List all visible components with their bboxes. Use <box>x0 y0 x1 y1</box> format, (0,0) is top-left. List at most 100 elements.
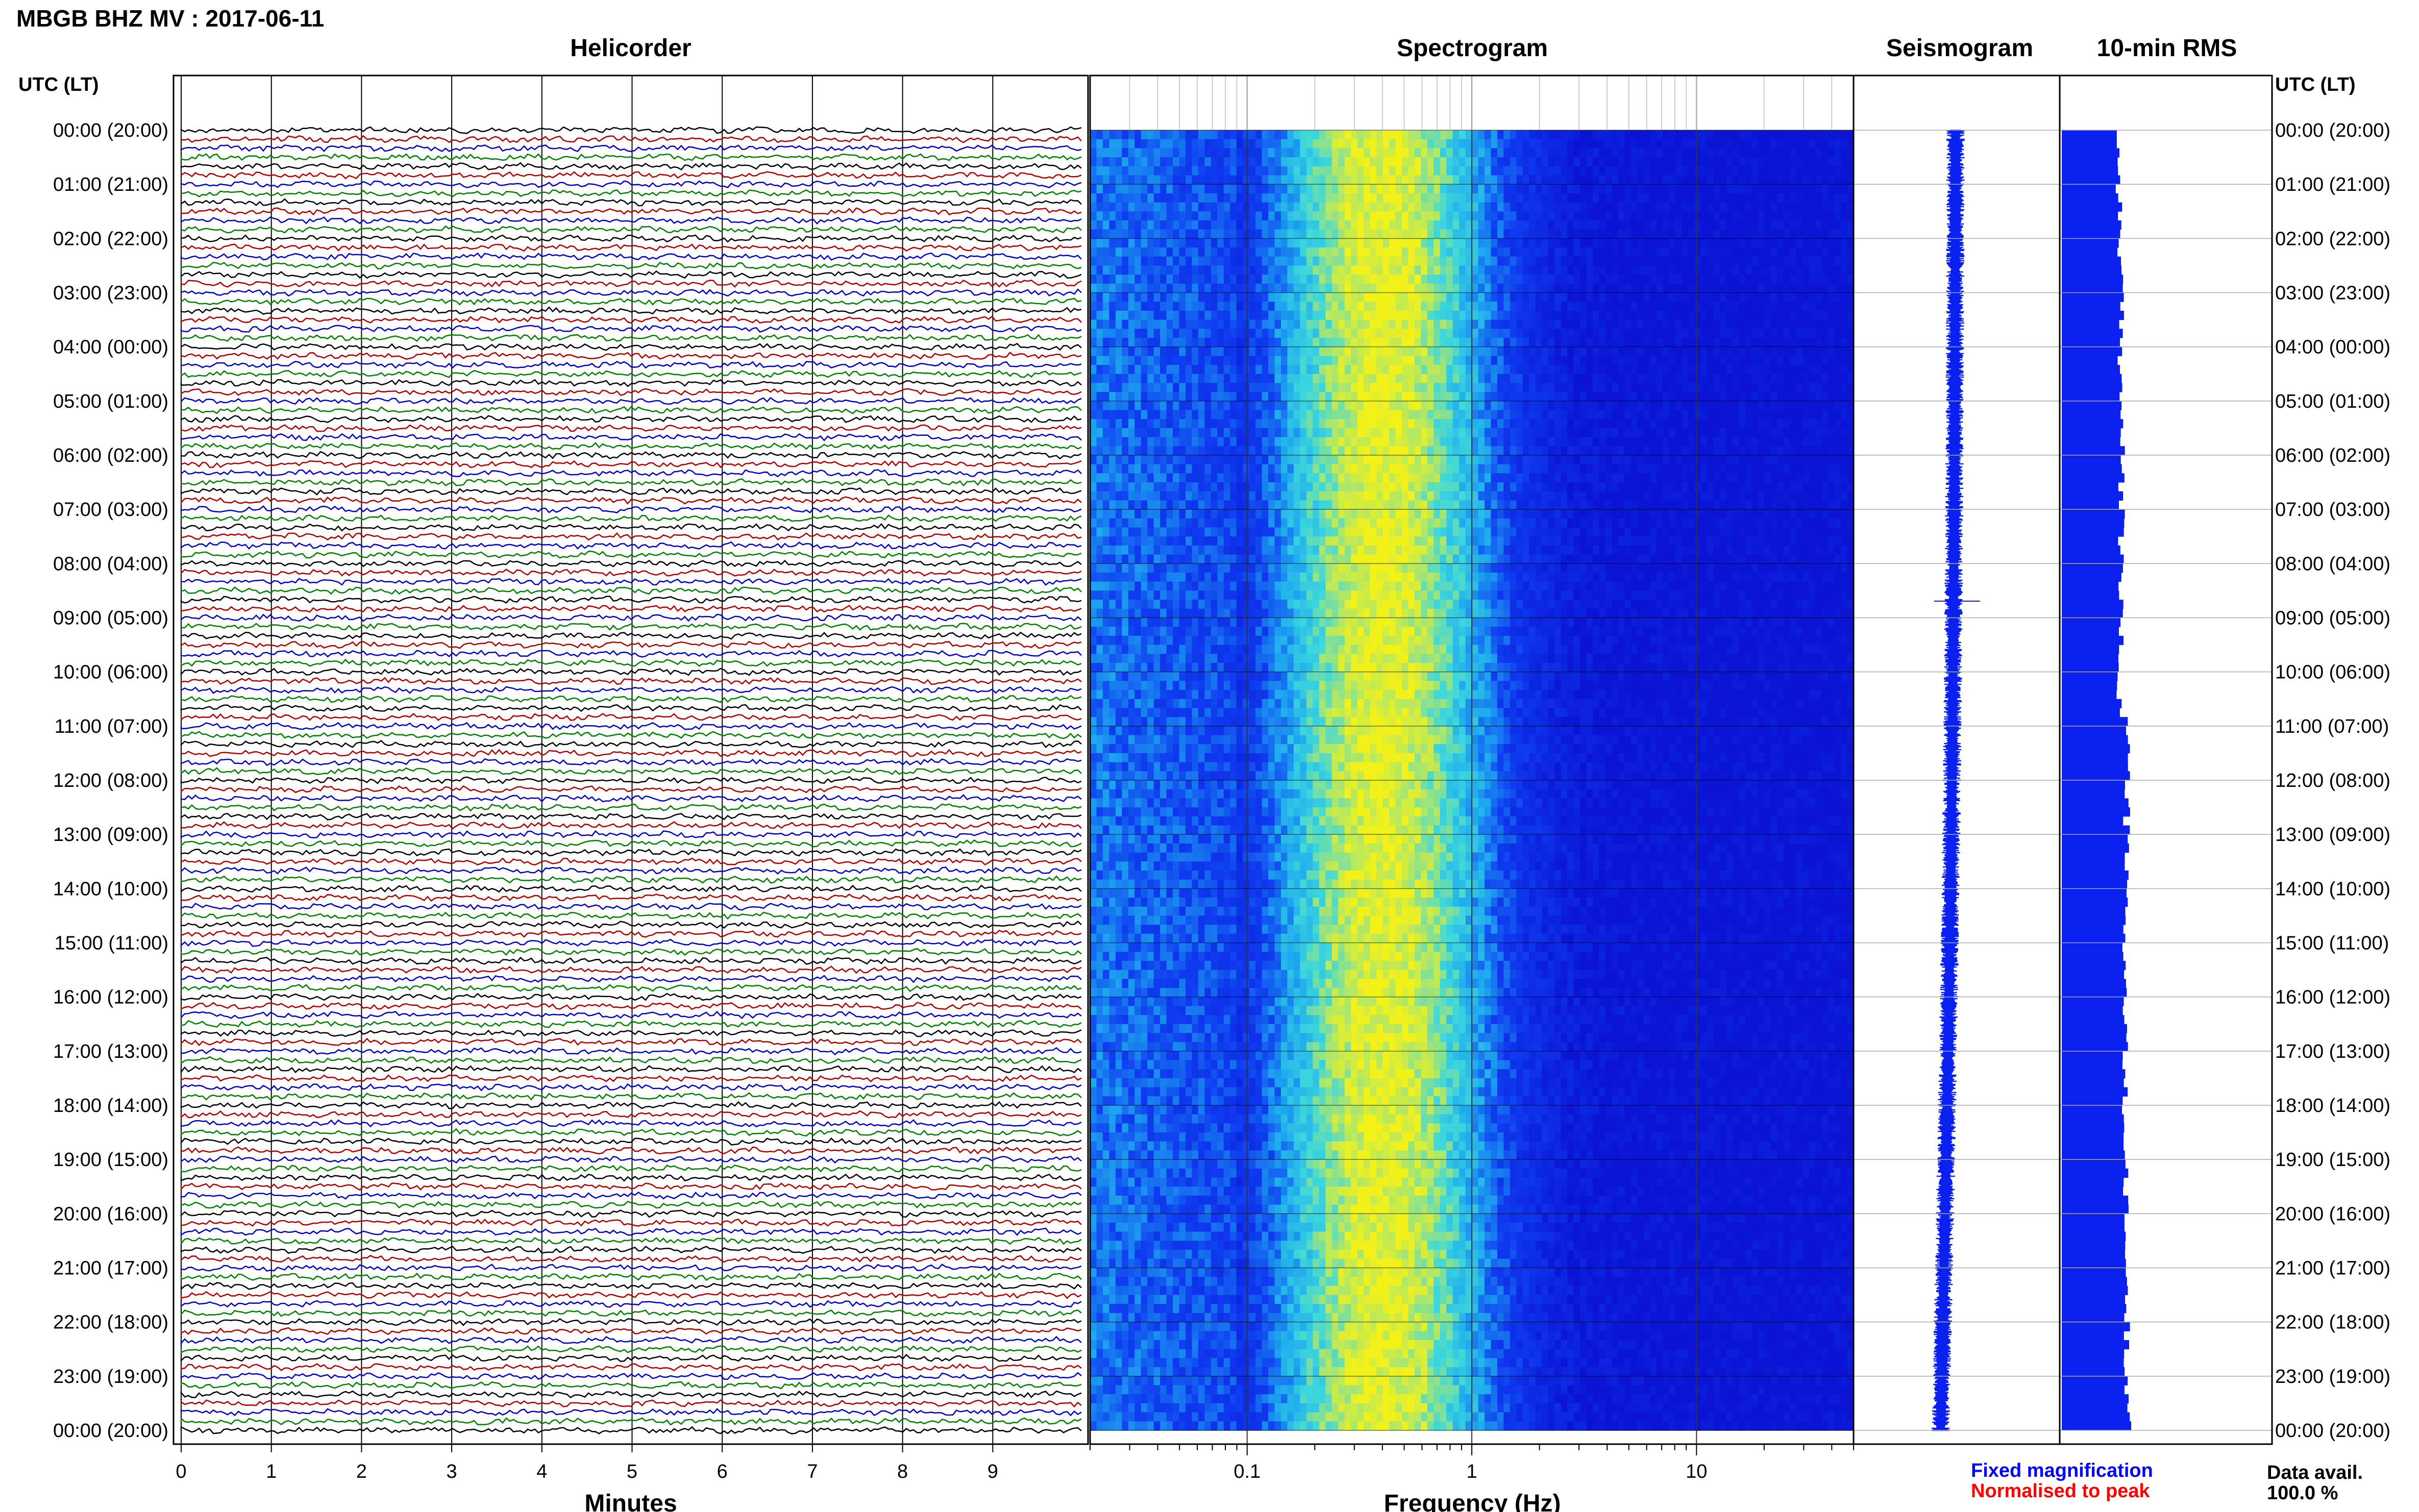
spectrogram-cell <box>1707 365 1714 375</box>
spectrogram-cell <box>1612 338 1619 348</box>
spectrogram-cell <box>1395 410 1402 419</box>
spectrogram-cell <box>1319 410 1326 419</box>
spectrogram-cell <box>1834 464 1841 474</box>
spectrogram-cell <box>1376 275 1384 284</box>
spectrogram-cell <box>1434 275 1441 284</box>
spectrogram-cell <box>1383 365 1390 375</box>
spectrogram-cell <box>1204 428 1212 438</box>
spectrogram-cell <box>1192 428 1199 438</box>
spectrogram-cell <box>1166 410 1173 419</box>
spectrogram-cell <box>1567 283 1574 293</box>
spectrogram-cell <box>1828 365 1835 375</box>
spectrogram-cell <box>1484 275 1491 284</box>
spectrogram-cell <box>1643 455 1650 465</box>
spectrogram-cell <box>1567 211 1574 221</box>
spectrogram-cell <box>1173 265 1180 275</box>
spectrogram-cell <box>1211 157 1218 167</box>
spectrogram-cell <box>1783 446 1790 456</box>
spectrogram-cell <box>1631 455 1638 465</box>
spectrogram-cell <box>1465 148 1472 158</box>
spectrogram-cell <box>1726 410 1733 419</box>
spectrogram-cell <box>1548 401 1555 411</box>
spectrogram-cell <box>1217 211 1224 221</box>
spectrogram-cell <box>1484 392 1491 402</box>
spectrogram-cell <box>1796 365 1803 375</box>
spectrogram-cell <box>1421 247 1428 257</box>
spectrogram-cell <box>1803 292 1810 302</box>
spectrogram-cell <box>1338 229 1345 239</box>
spectrogram-cell <box>1510 247 1517 257</box>
spectrogram-cell <box>1688 211 1695 221</box>
spectrogram-cell <box>1828 175 1835 185</box>
spectrogram-cell <box>1255 229 1263 239</box>
spectrogram-cell <box>1726 157 1733 167</box>
spectrogram-cell <box>1828 319 1835 329</box>
spectrogram-cell <box>1821 428 1829 438</box>
spectrogram-cell <box>1255 193 1263 203</box>
spectrogram-cell <box>1733 148 1740 158</box>
spectrogram-cell <box>1306 338 1313 348</box>
spectrogram-cell <box>1122 374 1129 384</box>
spectrogram-cell <box>1535 319 1542 329</box>
spectrogram-cell <box>1637 392 1644 402</box>
spectrogram-cell <box>1815 166 1822 176</box>
spectrogram-cell <box>1198 130 1205 140</box>
spectrogram-cell <box>1803 446 1810 456</box>
spectrogram-cell <box>1122 229 1129 239</box>
spectrogram-cell <box>1115 193 1122 203</box>
spectrogram-cell <box>1700 302 1708 311</box>
spectrogram-cell <box>1090 383 1097 392</box>
spectrogram-cell <box>1268 229 1275 239</box>
spectrogram-cell <box>1186 446 1193 456</box>
spectrogram-cell <box>1160 365 1167 375</box>
spectrogram-cell <box>1102 346 1109 356</box>
spectrogram-cell <box>1376 130 1384 140</box>
spectrogram-cell <box>1268 193 1275 203</box>
helicorder-trace <box>180 216 1082 225</box>
spectrogram-cell <box>1554 220 1562 230</box>
spectrogram-cell <box>1287 374 1294 384</box>
spectrogram-cell <box>1192 302 1199 311</box>
spectrogram-cell <box>1478 220 1485 230</box>
spectrogram-cell <box>1115 374 1122 384</box>
spectrogram-cell <box>1351 229 1358 239</box>
spectrogram-cell <box>1682 428 1689 438</box>
spectrogram-cell <box>1300 175 1307 185</box>
spectrogram-cell <box>1815 365 1822 375</box>
spectrogram-cell <box>1599 437 1606 447</box>
helicorder-trace <box>180 1227 1082 1236</box>
spectrogram-cell <box>1713 193 1720 203</box>
spectrogram-cell <box>1828 464 1835 474</box>
spectrogram-cell <box>1573 455 1581 465</box>
spectrogram-cell <box>1243 455 1250 465</box>
spectrogram-cell <box>1243 346 1250 356</box>
spectrogram-cell <box>1223 256 1230 266</box>
spectrogram-cell <box>1522 238 1529 248</box>
spectrogram-cell <box>1529 193 1536 203</box>
spectrogram-cell <box>1217 283 1224 293</box>
spectrogram-cell <box>1529 265 1536 275</box>
spectrogram-cell <box>1542 275 1549 284</box>
spectrogram-cell <box>1293 464 1300 474</box>
spectrogram-cell <box>1204 211 1212 221</box>
spectrogram-cell <box>1109 238 1116 248</box>
spectrogram-cell <box>1567 410 1574 419</box>
spectrogram-cell <box>1446 428 1453 438</box>
spectrogram-cell <box>1777 175 1784 185</box>
spectrogram-cell <box>1223 383 1230 392</box>
spectrogram-cell <box>1344 202 1351 212</box>
spectrogram-cell <box>1650 428 1657 438</box>
spectrogram-cell <box>1268 202 1275 212</box>
spectrogram-cell <box>1243 329 1250 338</box>
spectrogram-cell <box>1497 356 1504 365</box>
spectrogram-cell <box>1624 419 1632 429</box>
spectrogram-cell <box>1192 419 1199 429</box>
spectrogram-cell <box>1287 184 1294 194</box>
spectrogram-cell <box>1688 238 1695 248</box>
spectrogram-cell <box>1758 193 1765 203</box>
helicorder-trace <box>180 243 1082 252</box>
spectrogram-cell <box>1815 356 1822 365</box>
spectrogram-cell <box>1510 193 1517 203</box>
helicorder-trace <box>180 1272 1082 1281</box>
spectrogram-cell <box>1293 202 1300 212</box>
